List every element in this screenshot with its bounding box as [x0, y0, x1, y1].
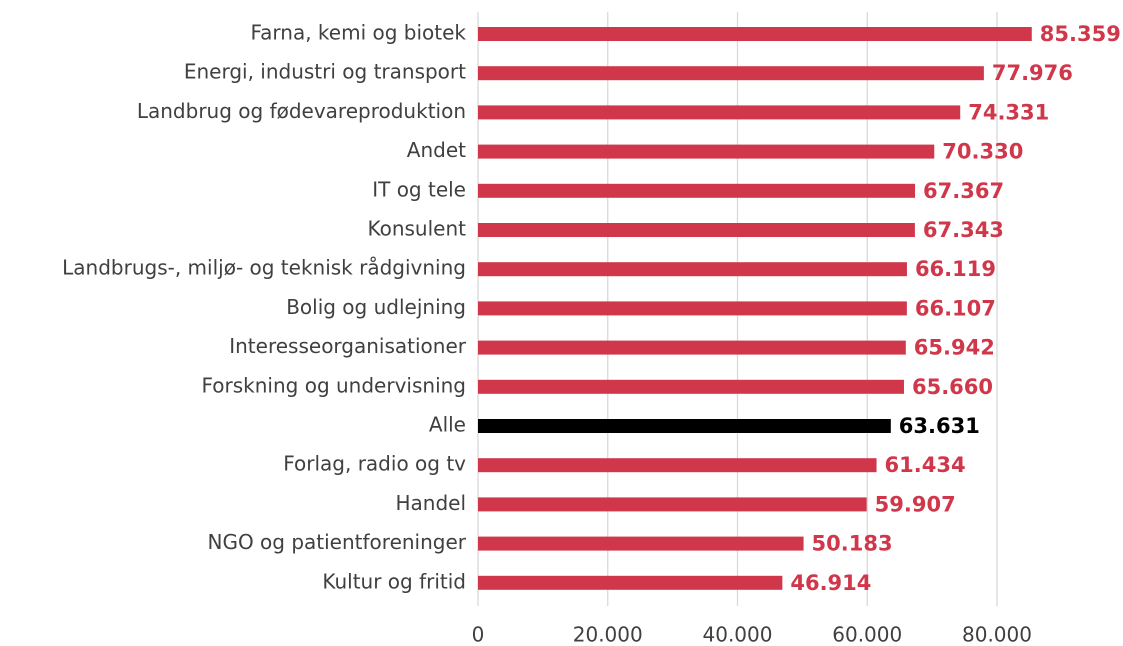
- y-tick-label: Handel: [395, 491, 466, 515]
- value-label: 85.359: [1040, 22, 1121, 46]
- value-label: 66.119: [915, 257, 996, 281]
- value-label: 46.914: [790, 571, 871, 595]
- x-tick-label: 80.000: [962, 623, 1032, 646]
- value-label: 77.976: [992, 61, 1073, 85]
- bar: [478, 105, 961, 120]
- y-tick-label: IT og tele: [372, 177, 466, 201]
- y-tick-label: NGO og patientforeninger: [207, 530, 466, 554]
- bar: [478, 183, 916, 198]
- bar: [478, 262, 907, 277]
- bar: [478, 27, 1032, 41]
- bar: [478, 301, 907, 316]
- y-tick-label: Bolig og udlejning: [286, 295, 466, 319]
- value-label: 63.631: [899, 414, 980, 438]
- y-tick-label: Konsulent: [367, 217, 466, 241]
- x-tick-label: 40.000: [703, 623, 773, 646]
- value-label: 65.660: [912, 375, 993, 399]
- y-tick-label: Forskning og undervisning: [202, 373, 467, 397]
- bar: [478, 66, 984, 81]
- bar: [478, 340, 906, 355]
- bar: [478, 575, 783, 590]
- value-label: 74.331: [968, 100, 1049, 124]
- value-label: 70.330: [942, 140, 1023, 164]
- value-label: 61.434: [885, 453, 966, 477]
- bar: [478, 497, 867, 512]
- value-label: 65.942: [914, 336, 995, 360]
- value-label: 59.907: [875, 492, 956, 516]
- bar: [478, 458, 877, 473]
- bar: [478, 223, 915, 237]
- value-label: 66.107: [915, 296, 996, 320]
- y-tick-label: Landbrugs-, miljø- og teknisk rådgivning: [62, 256, 466, 280]
- y-tick-label: Landbrug og fødevareproduktion: [137, 99, 466, 123]
- y-tick-label: Energi, industri og transport: [184, 60, 466, 84]
- bar: [478, 379, 904, 394]
- y-tick-label: Farna, kemi og biotek: [250, 21, 466, 45]
- y-tick-label: Alle: [429, 413, 466, 437]
- value-label: 67.343: [923, 218, 1004, 242]
- x-tick-label: 60.000: [832, 623, 902, 646]
- bar: [478, 144, 935, 159]
- bar: [478, 419, 891, 433]
- y-tick-label: Forlag, radio og tv: [283, 452, 466, 476]
- bar: [478, 536, 804, 551]
- x-tick-label: 0: [472, 623, 485, 646]
- y-tick-label: Andet: [407, 138, 466, 162]
- x-tick-label: 20.000: [573, 623, 643, 646]
- value-label: 67.367: [923, 179, 1004, 203]
- y-tick-label: Kultur og fritid: [322, 569, 466, 593]
- value-label: 50.183: [812, 532, 893, 556]
- y-tick-label: Interesseorganisationer: [229, 334, 467, 358]
